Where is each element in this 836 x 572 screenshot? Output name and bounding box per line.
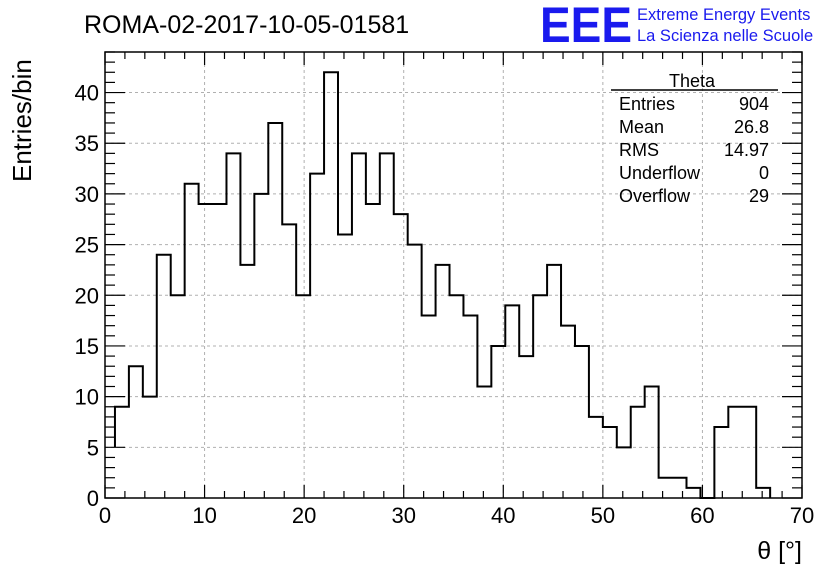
eee-logo-line2: La Scienza nelle Scuole — [637, 27, 813, 45]
x-tick-label: 20 — [292, 503, 316, 528]
eee-logo-mark: EEE — [540, 0, 632, 53]
x-tick-label: 60 — [690, 503, 714, 528]
stats-row-label: RMS — [619, 140, 659, 160]
chart-title: ROMA-02-2017-10-05-01581 — [84, 11, 409, 39]
y-tick-label: 40 — [75, 81, 99, 106]
y-tick-label: 15 — [75, 334, 99, 359]
y-tick-label: 10 — [75, 385, 99, 410]
stats-row-value: 0 — [759, 163, 769, 183]
stats-row-label: Mean — [619, 117, 664, 137]
x-tick-label: 10 — [192, 503, 216, 528]
x-tick-labels: 0 10 20 30 40 50 60 70 — [99, 503, 814, 528]
x-tick-label: 70 — [790, 503, 814, 528]
stats-row-value: 14.97 — [724, 140, 769, 160]
y-tick-label: 5 — [87, 435, 99, 460]
plot-frame — [104, 51, 803, 499]
stats-row-label: Entries — [619, 94, 675, 114]
axis-ticks — [104, 51, 803, 499]
stats-row-label: Overflow — [619, 186, 691, 206]
x-axis-label: θ [°] — [757, 537, 802, 565]
y-tick-labels: 0 5 10 15 20 25 30 35 40 — [75, 81, 99, 511]
y-tick-label: 0 — [87, 486, 99, 511]
eee-logo-line1: Extreme Energy Events — [637, 6, 810, 24]
x-tick-label: 0 — [99, 503, 111, 528]
grid — [105, 52, 802, 498]
histogram-line — [113, 71, 772, 499]
y-tick-label: 20 — [75, 283, 99, 308]
stats-box-title: Theta — [669, 71, 716, 91]
y-tick-label: 25 — [75, 233, 99, 258]
y-tick-label: 30 — [75, 182, 99, 207]
x-tick-label: 50 — [591, 503, 615, 528]
eee-logo: EEE Extreme Energy Events La Scienza nel… — [540, 0, 813, 53]
stats-box: Theta Entries 904 Mean 26.8 RMS 14.97 Underflo… — [611, 71, 778, 206]
y-axis-label: Entries/bin — [7, 59, 37, 182]
x-tick-label: 30 — [391, 503, 415, 528]
stats-row-value: 29 — [749, 186, 769, 206]
x-tick-label: 40 — [491, 503, 515, 528]
y-tick-label: 35 — [75, 131, 99, 156]
stats-row-value: 26.8 — [734, 117, 769, 137]
stats-row-label: Underflow — [619, 163, 701, 183]
stats-row-value: 904 — [739, 94, 769, 114]
